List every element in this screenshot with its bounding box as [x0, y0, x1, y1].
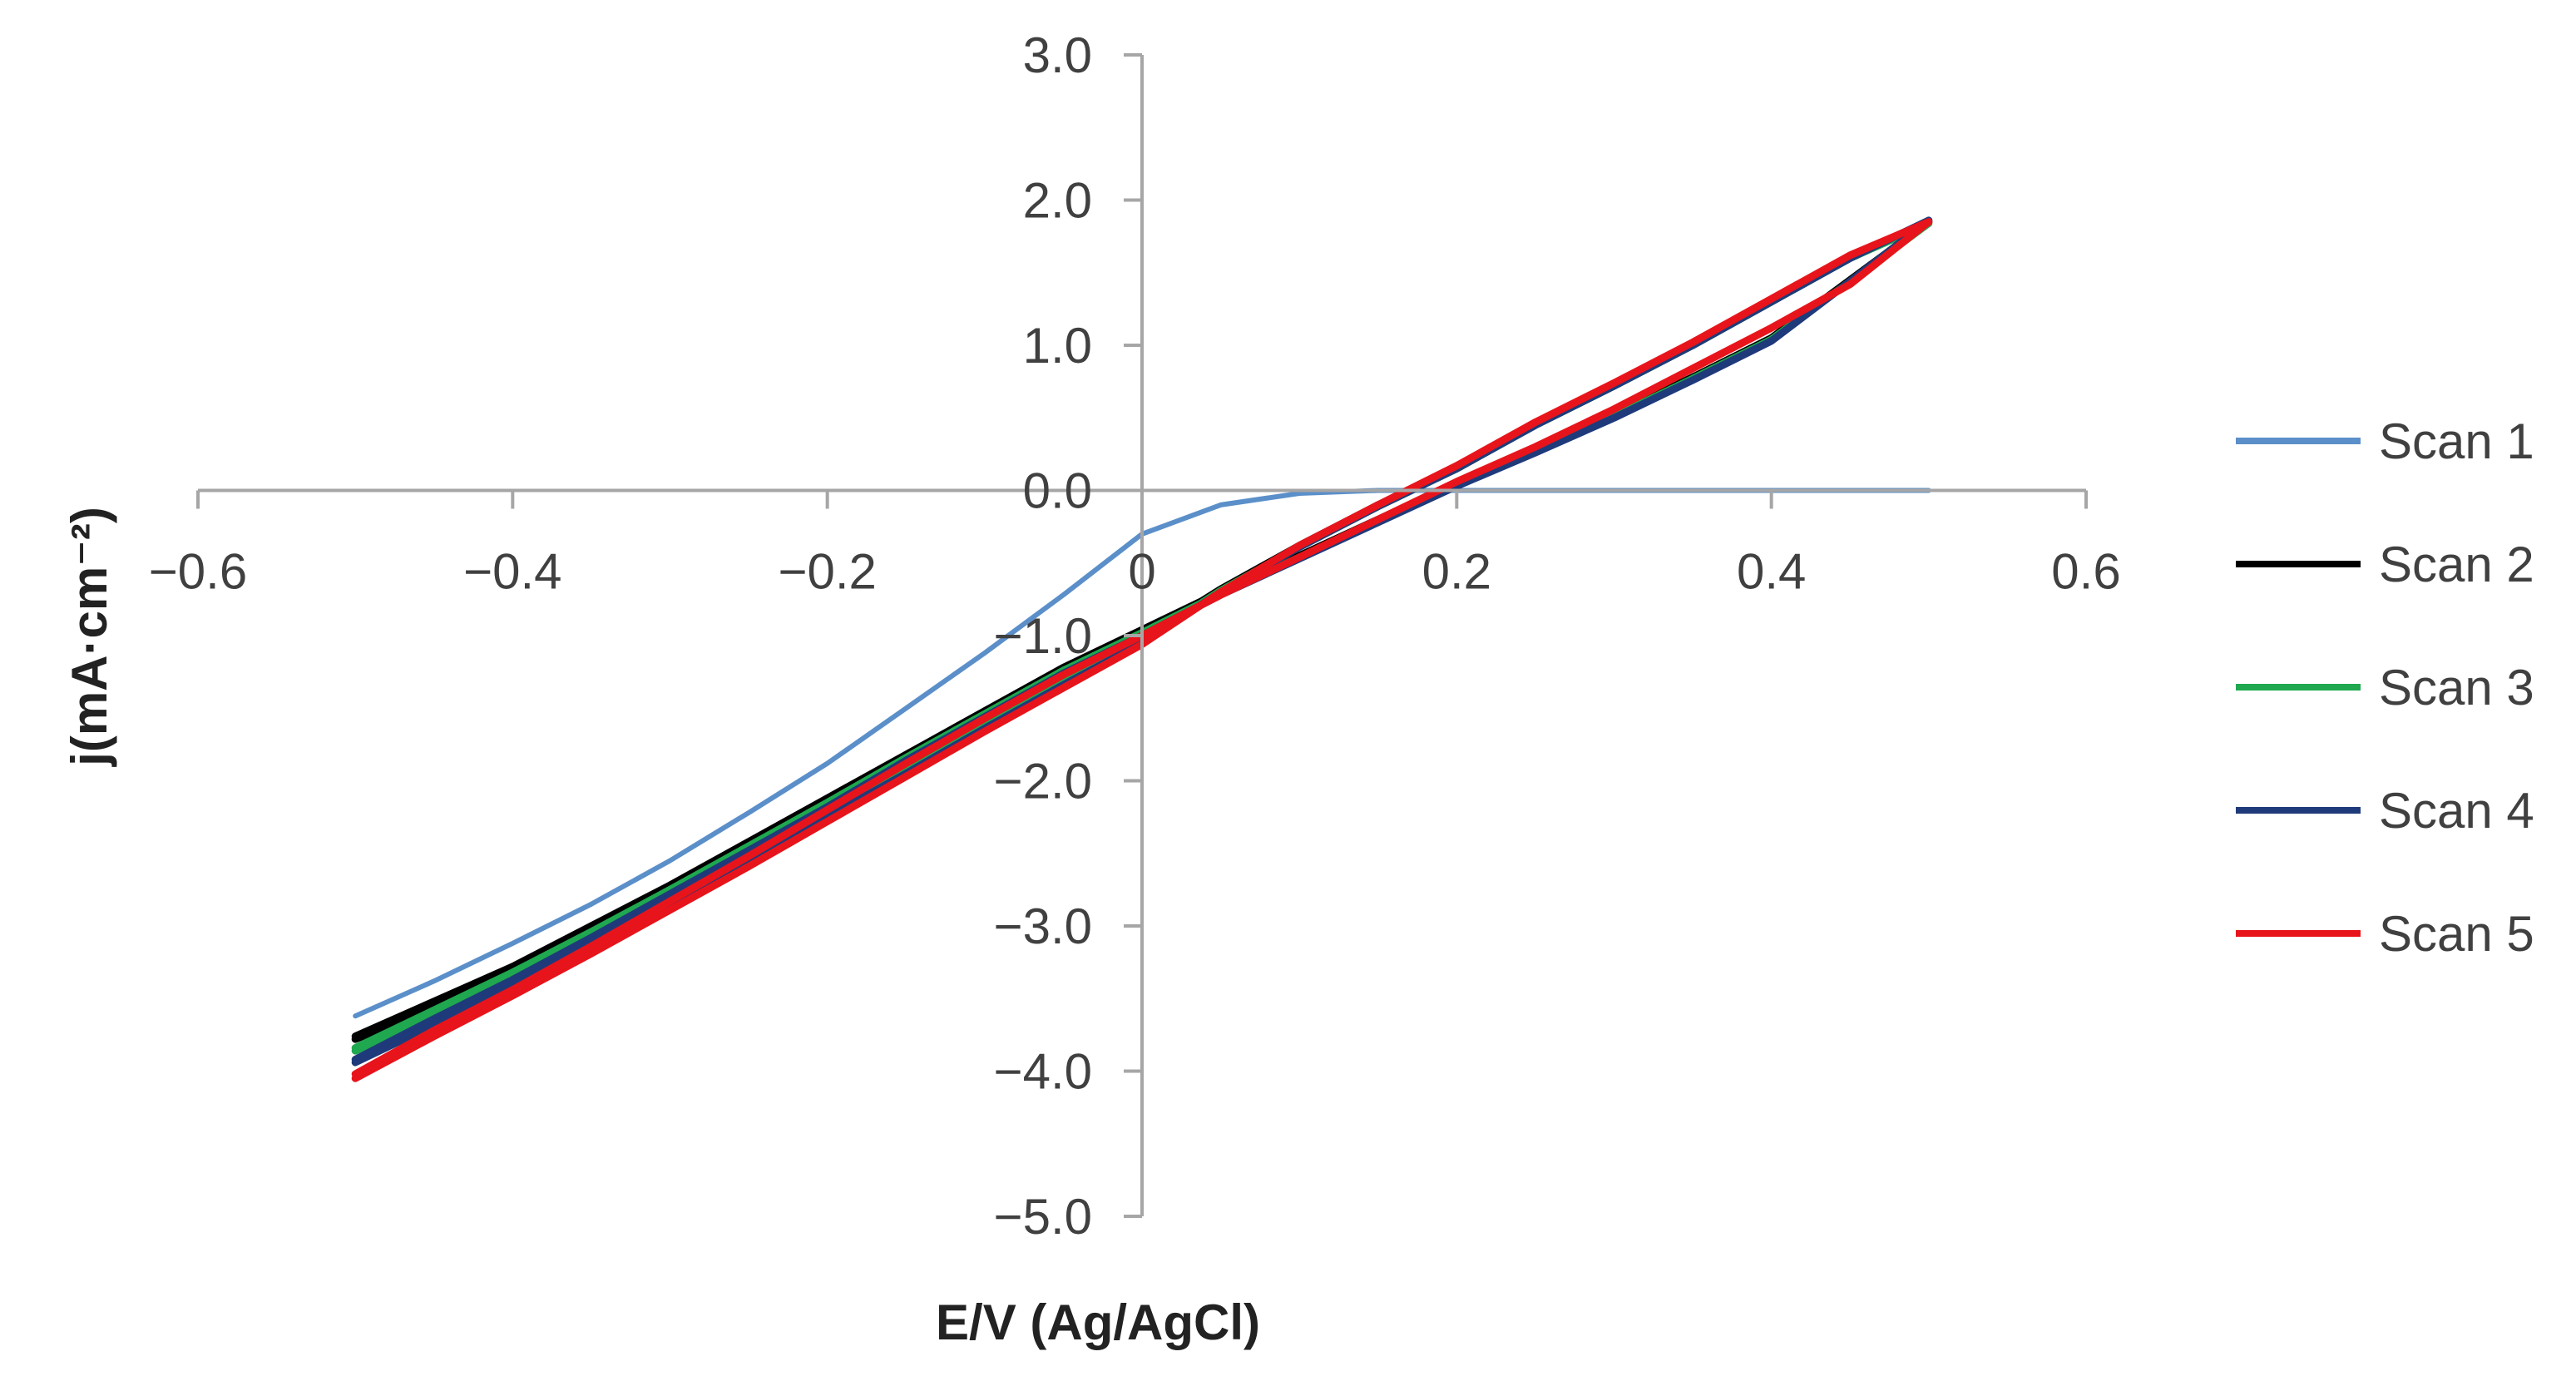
y-tick-label: 3.0	[1023, 27, 1092, 83]
y-tick-label: 0.0	[1023, 463, 1092, 519]
y-tick-label: −3.0	[994, 898, 1092, 954]
x-tick-label: −0.4	[463, 544, 561, 600]
y-tick-label: −5.0	[994, 1189, 1092, 1245]
tick-labels: −0.6 −0.4 −0.2 0 0.2 0.4 0.6 3.0 2.0 1.0 0.0 −1.0 −2…	[149, 27, 2121, 1245]
legend: Scan 1 Scan 2 Scan 3 Scan 4 Scan 5	[2236, 413, 2534, 962]
x-tick-label: 0.4	[1737, 544, 1806, 600]
legend-label: Scan 4	[2379, 783, 2534, 839]
y-tick-label: 1.0	[1023, 318, 1092, 374]
legend-item: Scan 5	[2236, 906, 2534, 962]
legend-item: Scan 1	[2236, 413, 2534, 469]
axes-layer	[196, 53, 2088, 1218]
y-tick-label: −2.0	[994, 754, 1092, 809]
x-tick-label: −0.2	[778, 544, 876, 600]
y-tick-label: −4.0	[994, 1044, 1092, 1100]
y-tick-label: 2.0	[1023, 173, 1092, 229]
y-axis-title: j(mA·cm⁻²)	[62, 507, 117, 767]
legend-item: Scan 2	[2236, 537, 2534, 592]
y-tick-label: −1.0	[994, 608, 1092, 664]
x-tick-label: −0.6	[149, 544, 247, 600]
plot-area: −0.6 −0.4 −0.2 0 0.2 0.4 0.6 3.0 2.0 1.0 0.0 −1.0 −2…	[149, 27, 2121, 1245]
legend-label: Scan 1	[2379, 413, 2534, 469]
legend-label: Scan 3	[2379, 660, 2534, 715]
legend-item: Scan 4	[2236, 783, 2534, 839]
x-axis-title: E/V (Ag/AgCl)	[936, 1295, 1260, 1350]
x-tick-label: 0	[1128, 544, 1155, 600]
legend-label: Scan 2	[2379, 537, 2534, 592]
x-tick-label: 0.6	[2051, 544, 2120, 600]
legend-item: Scan 3	[2236, 660, 2534, 715]
legend-label: Scan 5	[2379, 906, 2534, 962]
series-line-scan-5	[351, 218, 1933, 1082]
x-tick-label: 0.2	[1422, 544, 1491, 600]
